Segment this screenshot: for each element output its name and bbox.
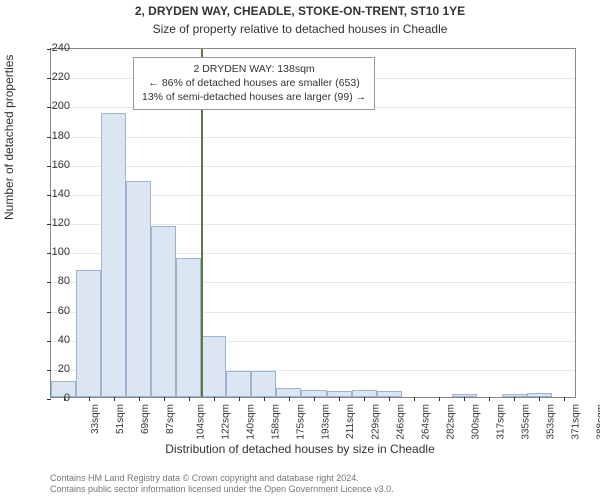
info-box-line3: 13% of semi-detached houses are larger (… <box>142 90 366 104</box>
xtick-mark <box>189 397 190 401</box>
ytick-mark <box>47 312 51 313</box>
histogram-bar <box>76 270 101 397</box>
xtick-mark <box>289 397 290 401</box>
xtick-label: 282sqm <box>446 404 457 440</box>
xtick-label: 211sqm <box>345 404 356 439</box>
chart-title-address: 2, DRYDEN WAY, CHEADLE, STOKE-ON-TRENT, … <box>0 4 600 18</box>
ytick-mark <box>47 107 51 108</box>
ytick-mark <box>47 341 51 342</box>
y-axis-label: Number of detached properties <box>2 55 16 220</box>
xtick-mark <box>539 397 540 401</box>
xtick-mark <box>314 397 315 401</box>
ytick-label: 40 <box>58 334 70 346</box>
xtick-label: 140sqm <box>245 404 256 440</box>
xtick-mark <box>439 397 440 401</box>
xtick-label: 175sqm <box>295 404 306 440</box>
xtick-mark <box>214 397 215 401</box>
histogram-bar <box>151 226 176 397</box>
ytick-mark <box>47 166 51 167</box>
ytick-mark <box>47 282 51 283</box>
info-box: 2 DRYDEN WAY: 138sqm← 86% of detached ho… <box>133 57 375 110</box>
histogram-bar <box>352 390 377 397</box>
info-box-line2: ← 86% of detached houses are smaller (65… <box>142 76 366 90</box>
ytick-label: 20 <box>58 363 70 375</box>
ytick-label: 0 <box>64 392 70 404</box>
ytick-label: 60 <box>58 305 70 317</box>
histogram-bar <box>201 336 226 397</box>
xtick-mark <box>489 397 490 401</box>
ytick-mark <box>47 137 51 138</box>
xtick-mark <box>339 397 340 401</box>
xtick-mark <box>89 397 90 401</box>
xtick-mark <box>164 397 165 401</box>
xtick-label: 193sqm <box>321 404 332 440</box>
xtick-mark <box>264 397 265 401</box>
info-box-line1: 2 DRYDEN WAY: 138sqm <box>142 62 366 76</box>
histogram-bar <box>276 388 301 397</box>
xtick-label: 335sqm <box>521 404 532 440</box>
xtick-label: 87sqm <box>165 404 176 434</box>
xtick-mark <box>389 397 390 401</box>
histogram-bar <box>126 181 151 397</box>
ytick-mark <box>47 195 51 196</box>
xtick-mark <box>414 397 415 401</box>
ytick-mark <box>47 253 51 254</box>
ytick-label: 160 <box>52 159 70 171</box>
xtick-label: 300sqm <box>471 404 482 440</box>
xtick-label: 122sqm <box>220 404 231 440</box>
xtick-label: 229sqm <box>371 404 382 440</box>
ytick-label: 240 <box>52 42 70 54</box>
ytick-label: 200 <box>52 100 70 112</box>
chart-subtitle: Size of property relative to detached ho… <box>0 22 600 36</box>
histogram-bar <box>176 258 201 397</box>
ytick-label: 140 <box>52 188 70 200</box>
footer-line2: Contains public sector information licen… <box>50 484 394 496</box>
histogram-bar <box>226 371 251 397</box>
xtick-mark <box>514 397 515 401</box>
xtick-label: 51sqm <box>115 404 126 434</box>
histogram-bar <box>301 390 326 397</box>
ytick-label: 80 <box>58 275 70 287</box>
ytick-mark <box>47 370 51 371</box>
xtick-mark <box>114 397 115 401</box>
xtick-label: 317sqm <box>496 404 507 440</box>
xtick-mark <box>464 397 465 401</box>
x-axis-label: Distribution of detached houses by size … <box>0 442 600 456</box>
footer-attribution: Contains HM Land Registry data © Crown c… <box>50 473 394 496</box>
xtick-label: 246sqm <box>396 404 407 440</box>
ytick-mark <box>47 49 51 50</box>
histogram-bar <box>101 113 126 397</box>
ytick-label: 100 <box>52 246 70 258</box>
ytick-mark <box>47 224 51 225</box>
ytick-mark <box>47 78 51 79</box>
xtick-label: 371sqm <box>571 404 582 440</box>
chart-plot-area: 2 DRYDEN WAY: 138sqm← 86% of detached ho… <box>50 48 576 398</box>
grid-line <box>51 137 575 138</box>
ytick-label: 180 <box>52 130 70 142</box>
ytick-label: 220 <box>52 71 70 83</box>
ytick-label: 120 <box>52 217 70 229</box>
footer-line1: Contains HM Land Registry data © Crown c… <box>50 473 394 485</box>
xtick-mark <box>139 397 140 401</box>
xtick-label: 33sqm <box>90 404 101 434</box>
grid-line <box>51 166 575 167</box>
histogram-bar <box>251 371 276 397</box>
xtick-label: 388sqm <box>596 404 600 440</box>
xtick-mark <box>564 397 565 401</box>
xtick-label: 158sqm <box>270 404 281 440</box>
xtick-label: 69sqm <box>140 404 151 434</box>
xtick-label: 264sqm <box>421 404 432 440</box>
xtick-label: 104sqm <box>195 404 206 440</box>
xtick-mark <box>239 397 240 401</box>
xtick-label: 353sqm <box>546 404 557 440</box>
xtick-mark <box>364 397 365 401</box>
ytick-mark <box>47 399 51 400</box>
